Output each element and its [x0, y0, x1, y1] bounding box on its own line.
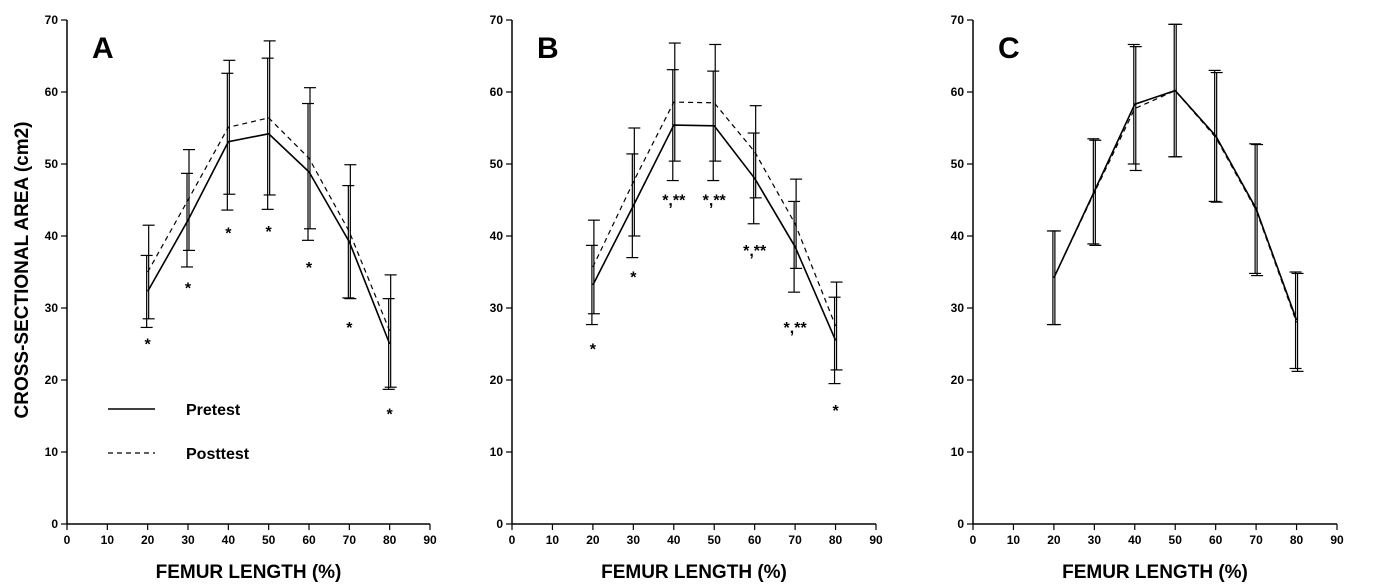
y-tick-label: 10 — [45, 445, 59, 459]
x-tick-label: 80 — [829, 533, 843, 547]
x-tick-label: 0 — [64, 533, 71, 547]
x-tick-label: 0 — [970, 533, 977, 547]
x-axis-title: FEMUR LENGTH (%) — [601, 562, 787, 583]
significance-marker: * — [832, 403, 839, 420]
series-line-pretest — [592, 124, 837, 341]
significance-marker: * — [306, 260, 313, 277]
significance-marker: * — [225, 226, 232, 243]
y-axis-title-text: CROSS-SECTIONAL AREA (cm2) — [12, 121, 33, 419]
significance-marker: * — [185, 280, 192, 297]
x-tick-label: 60 — [748, 533, 762, 547]
y-tick-label: 60 — [45, 85, 59, 99]
x-tick-label: 30 — [627, 533, 641, 547]
panel-letter: B — [537, 32, 559, 65]
x-tick-label: 50 — [262, 533, 276, 547]
significance-marker: * — [630, 270, 637, 287]
y-tick-label: 10 — [951, 445, 965, 459]
y-tick-label: 10 — [490, 445, 504, 459]
series-line-posttest — [592, 101, 837, 327]
panel-a: 0 10 20 30 40 50 60 70 0 10 20 30 40 50 60 70 80 90 FEMUR … — [45, 13, 437, 583]
x-tick-label: 30 — [181, 533, 195, 547]
series-line-pretest — [1053, 89, 1298, 321]
significance-marker: * — [590, 342, 597, 359]
y-tick-label: 50 — [951, 157, 965, 171]
x-axis-title: FEMUR LENGTH (%) — [1062, 562, 1248, 583]
x-tick-label: 10 — [546, 533, 560, 547]
y-tick-label: 30 — [951, 301, 965, 315]
y-tick-label: 50 — [490, 157, 504, 171]
y-tick-label: 0 — [496, 517, 503, 531]
x-tick-label: 10 — [101, 533, 115, 547]
x-tick-label: 0 — [509, 533, 516, 547]
significance-marker: *,** — [703, 193, 727, 210]
significance-marker: *,** — [743, 243, 767, 260]
series-line-posttest — [1053, 89, 1298, 323]
legend-posttest-label: Posttest — [186, 446, 250, 463]
y-tick-label: 40 — [45, 229, 59, 243]
x-tick-label: 10 — [1007, 533, 1021, 547]
y-tick-label: 70 — [490, 13, 504, 27]
x-tick-label: 50 — [1169, 533, 1183, 547]
x-tick-label: 60 — [302, 533, 316, 547]
x-tick-label: 40 — [667, 533, 681, 547]
y-tick-label: 30 — [45, 301, 59, 315]
panel-letter: C — [998, 32, 1020, 65]
y-tick-label: 50 — [45, 157, 59, 171]
series-line-pretest — [147, 132, 391, 345]
x-axis-title: FEMUR LENGTH (%) — [156, 562, 342, 583]
panel-b: 0 10 20 30 40 50 60 70 0 10 20 30 40 50 60 70 80 90 FEMUR … — [490, 13, 883, 583]
y-tick-label: 70 — [45, 13, 59, 27]
significance-marker: *,** — [784, 320, 808, 337]
significance-marker: * — [145, 337, 152, 354]
significance-marker: *,** — [662, 193, 686, 210]
y-tick-label: 20 — [45, 373, 59, 387]
significance-marker: * — [387, 406, 394, 423]
series-line-posttest — [147, 117, 391, 332]
x-tick-label: 40 — [1128, 533, 1142, 547]
x-tick-label: 20 — [586, 533, 600, 547]
y-tick-label: 0 — [957, 517, 964, 531]
x-tick-label: 70 — [343, 533, 357, 547]
y-axis-title: CROSS-SECTIONAL AREA (cm2) — [6, 0, 40, 540]
x-tick-label: 50 — [708, 533, 722, 547]
significance-marker: * — [266, 224, 273, 241]
y-tick-label: 20 — [490, 373, 504, 387]
y-tick-label: 40 — [951, 229, 965, 243]
x-tick-label: 90 — [423, 533, 437, 547]
y-tick-label: 60 — [951, 85, 965, 99]
x-tick-label: 70 — [788, 533, 802, 547]
x-tick-label: 80 — [1290, 533, 1304, 547]
legend-pretest-label: Pretest — [186, 402, 241, 419]
x-tick-label: 90 — [869, 533, 883, 547]
panel-letter: A — [92, 32, 114, 65]
significance-marker: * — [346, 320, 353, 337]
panel-c: 0 10 20 30 40 50 60 70 0 10 20 30 40 50 60 70 80 90 FEMUR … — [951, 13, 1344, 583]
x-tick-label: 40 — [222, 533, 236, 547]
x-tick-label: 90 — [1330, 533, 1344, 547]
x-tick-label: 30 — [1088, 533, 1102, 547]
y-tick-label: 70 — [951, 13, 965, 27]
x-tick-label: 20 — [1047, 533, 1061, 547]
y-tick-label: 20 — [951, 373, 965, 387]
y-tick-label: 30 — [490, 301, 504, 315]
x-tick-label: 20 — [141, 533, 155, 547]
y-tick-label: 40 — [490, 229, 504, 243]
y-tick-label: 0 — [51, 517, 58, 531]
x-tick-label: 70 — [1249, 533, 1263, 547]
x-tick-label: 60 — [1209, 533, 1223, 547]
x-tick-label: 80 — [383, 533, 397, 547]
legend: Pretest Posttest — [108, 402, 250, 463]
y-tick-label: 60 — [490, 85, 504, 99]
